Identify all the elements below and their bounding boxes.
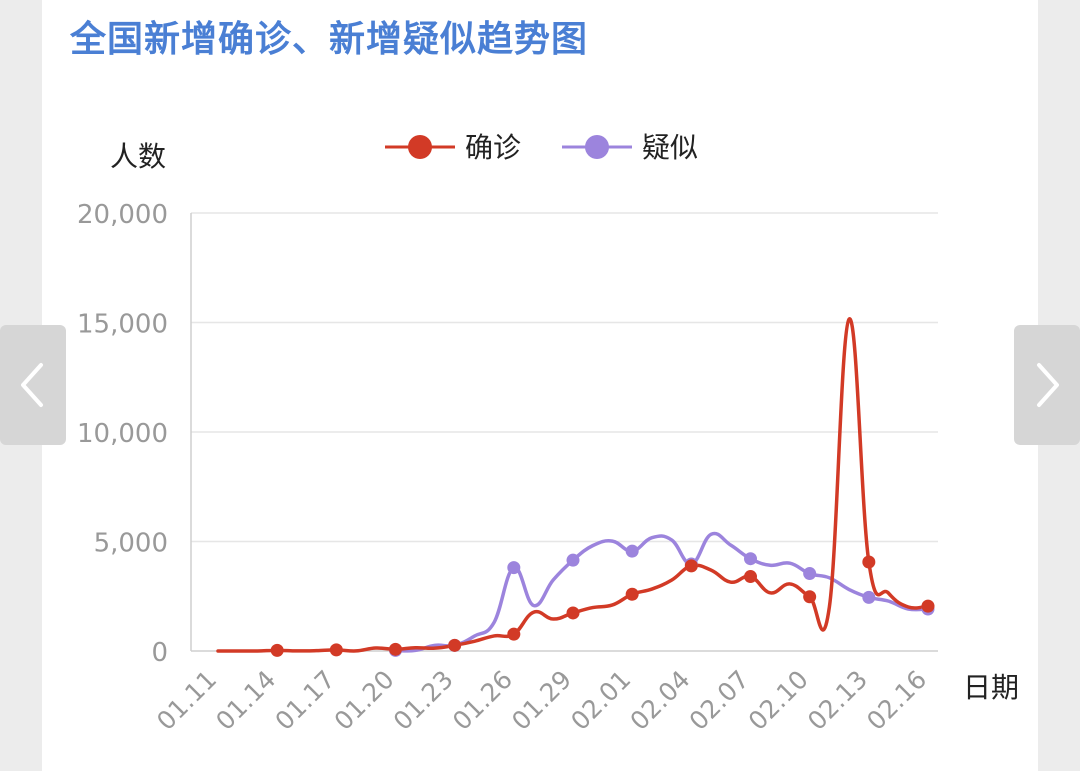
previous-button[interactable] xyxy=(0,325,66,445)
chevron-left-icon xyxy=(21,363,43,407)
data-point-confirmed[interactable] xyxy=(270,643,284,657)
data-point-confirmed[interactable] xyxy=(566,606,580,620)
y-tick-label: 0 xyxy=(151,638,168,668)
x-tick-label: 01.20 xyxy=(329,665,400,736)
y-tick-label: 20,000 xyxy=(77,200,168,230)
series-line-confirmed xyxy=(216,317,930,653)
x-tick-label: 02.13 xyxy=(802,665,873,736)
x-tick-label: 01.17 xyxy=(269,665,340,736)
grid-lines xyxy=(191,212,938,543)
data-point-suspected[interactable] xyxy=(566,553,580,567)
chart-card xyxy=(42,0,1038,771)
data-point-confirmed[interactable] xyxy=(507,627,521,641)
x-tick-labels: 01.1101.1401.1701.2001.2301.2601.2902.01… xyxy=(151,665,932,736)
chevron-right-icon xyxy=(1037,363,1059,407)
x-tick-label: 01.26 xyxy=(447,665,518,736)
legend: 确诊 疑似 xyxy=(385,131,698,164)
next-button[interactable] xyxy=(1014,325,1080,445)
data-point-confirmed[interactable] xyxy=(803,590,817,604)
x-axis-label: 日期 xyxy=(963,671,1019,704)
y-tick-label: 10,000 xyxy=(77,419,168,449)
data-point-confirmed[interactable] xyxy=(684,559,698,573)
legend-label: 确诊 xyxy=(465,131,521,164)
series-points xyxy=(270,544,935,657)
x-tick-label: 02.04 xyxy=(624,665,695,736)
data-point-confirmed[interactable] xyxy=(625,587,639,601)
data-point-confirmed[interactable] xyxy=(389,642,402,656)
data-point-confirmed[interactable] xyxy=(329,643,343,657)
x-tick-label: 02.01 xyxy=(565,665,636,736)
legend-marker xyxy=(408,135,432,159)
y-tick-label: 15,000 xyxy=(77,310,168,340)
page-title: 全国新增确诊、新增疑似趋势图 xyxy=(70,19,589,60)
y-axis-label: 人数 xyxy=(110,140,166,173)
data-point-confirmed[interactable] xyxy=(744,570,757,584)
x-tick-label: 01.14 xyxy=(210,665,281,736)
data-point-confirmed[interactable] xyxy=(862,555,876,569)
data-point-suspected[interactable] xyxy=(507,561,521,575)
series-line-suspected xyxy=(393,531,930,653)
legend-item-confirmed[interactable]: 确诊 xyxy=(385,131,521,164)
data-point-confirmed[interactable] xyxy=(921,599,935,613)
x-tick-label: 02.10 xyxy=(743,665,814,736)
legend-item-suspected[interactable]: 疑似 xyxy=(562,131,698,164)
x-tick-label: 02.16 xyxy=(861,665,932,736)
legend-marker xyxy=(585,135,609,159)
y-tick-label: 5,000 xyxy=(94,529,168,559)
x-tick-label: 01.11 xyxy=(151,665,222,736)
x-tick-label: 01.23 xyxy=(388,665,459,736)
data-point-suspected[interactable] xyxy=(744,552,757,566)
x-tick-label: 01.29 xyxy=(506,665,577,736)
legend-label: 疑似 xyxy=(642,131,698,164)
data-point-suspected[interactable] xyxy=(803,567,817,581)
x-tick-label: 02.07 xyxy=(684,665,755,736)
data-point-suspected[interactable] xyxy=(625,544,639,558)
data-point-suspected[interactable] xyxy=(862,590,876,604)
y-tick-labels: 0 5,000 10,000 15,000 20,000 xyxy=(77,200,168,668)
series-lines xyxy=(216,317,930,653)
data-point-confirmed[interactable] xyxy=(448,638,462,652)
